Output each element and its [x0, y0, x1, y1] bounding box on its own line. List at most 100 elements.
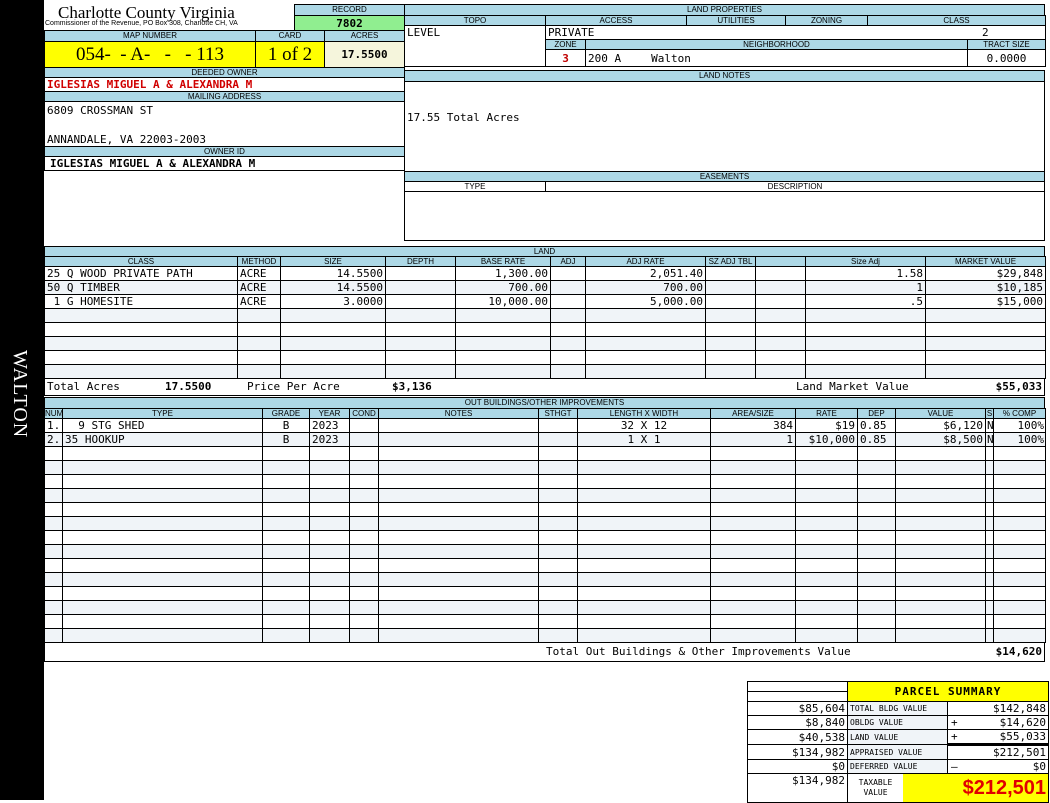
outbuilding-cell: 2023 [309, 432, 350, 447]
summary-row: $40,538 LAND VALUE + $55,033 [747, 729, 1049, 745]
outbuilding-cell [62, 544, 263, 559]
outbuilding-cell [795, 614, 858, 629]
land-cell [705, 322, 756, 337]
outbuilding-cell [895, 516, 986, 531]
address-line-2: ANNANDALE, VA 22003-2003 [47, 133, 206, 146]
total-acres-label: Total Acres [47, 380, 120, 393]
land-cell [44, 336, 238, 351]
outbuilding-col-header: YEAR [309, 408, 350, 419]
outbuilding-cell [993, 460, 1046, 475]
land-cell [705, 266, 756, 281]
land-cell: 700.00 [455, 280, 551, 295]
land-cell: $10,185 [925, 280, 1046, 295]
land-cell [385, 336, 456, 351]
summary-amount: $142,848 [993, 702, 1046, 715]
outbuilding-col-header: GRADE [262, 408, 310, 419]
land-col-header: SZ ADJ TBL [705, 256, 756, 267]
deeded-owner: IGLESIAS MIGUEL A & ALEXANDRA M [44, 77, 405, 92]
land-totals-row: Total Acres 17.5500 Price Per Acre $3,13… [44, 378, 1045, 396]
land-cell [280, 336, 386, 351]
outbuilding-cell [349, 558, 379, 573]
outbuilding-cell [985, 530, 994, 545]
land-cell: 3.0000 [280, 294, 386, 309]
outbuilding-cell [577, 516, 711, 531]
land-col-header: ADJ RATE [585, 256, 706, 267]
land-cell [44, 364, 238, 379]
outbuilding-cell [710, 628, 796, 643]
outbuilding-cell [985, 628, 994, 643]
land-cell [550, 322, 586, 337]
outbuilding-cell [795, 544, 858, 559]
prior-value: $134,982 [747, 744, 848, 760]
outbuilding-cell [795, 572, 858, 587]
outbuilding-cell [309, 502, 350, 517]
outbuilding-cell [538, 572, 578, 587]
outbuilding-cell [985, 460, 994, 475]
topo-label: TOPO [404, 15, 546, 26]
outbuilding-cell [993, 530, 1046, 545]
outbuilding-cell [262, 614, 310, 629]
land-cell [585, 322, 706, 337]
land-cell [550, 280, 586, 295]
land-cell [44, 350, 238, 365]
outbuilding-cell [895, 600, 986, 615]
land-cell [237, 308, 281, 323]
summary-value: + $55,033 [947, 729, 1049, 745]
outbuilding-row [44, 628, 1046, 643]
land-cell [705, 364, 756, 379]
outbuilding-cell [795, 488, 858, 503]
zone-label: ZONE [545, 39, 586, 50]
outbuilding-col-header: LENGTH X WIDTH [577, 408, 711, 419]
outbuilding-cell: B [262, 418, 310, 433]
outbuilding-cell [262, 530, 310, 545]
land-row [44, 308, 1046, 323]
land-cell [455, 322, 551, 337]
outbuilding-cell [62, 516, 263, 531]
outbuilding-cell [378, 586, 539, 601]
outbuilding-cell [262, 502, 310, 517]
outbuilding-cell: 2. [44, 432, 63, 447]
outbuilding-cell [538, 418, 578, 433]
outbuilding-cell [895, 446, 986, 461]
outbuilding-cell [44, 544, 63, 559]
outbuilding-cell [62, 446, 263, 461]
land-row [44, 322, 1046, 337]
land-cell [585, 308, 706, 323]
outbuilding-cell [262, 446, 310, 461]
land-cell: 5,000.00 [585, 294, 706, 309]
outbuilding-cell: 1 X 1 [577, 432, 711, 447]
outbuilding-cell [309, 600, 350, 615]
outbuilding-cell [62, 558, 263, 573]
prior-value: $85,604 [747, 701, 848, 716]
outbuilding-cell [309, 572, 350, 587]
card-number[interactable]: 1 of 2 [255, 41, 325, 68]
outbuilding-cell [378, 600, 539, 615]
map-number: 054- - A- - - 113 [44, 41, 256, 68]
summary-label: LAND VALUE [847, 729, 948, 745]
summary-label: APPRAISED VALUE [847, 744, 948, 760]
outbuilding-cell [378, 628, 539, 643]
outbuilding-row [44, 502, 1046, 517]
outbuilding-cell: $8,500 [895, 432, 986, 447]
outbuilding-col-header: TYPE [62, 408, 263, 419]
outbuilding-col-header: RATE [795, 408, 858, 419]
outbuilding-cell [44, 502, 63, 517]
mailing-address: 6809 CROSSMAN ST ANNANDALE, VA 22003-2003 [44, 101, 405, 147]
outbuilding-cell [62, 502, 263, 517]
outbuilding-cell [44, 516, 63, 531]
outbuilding-col-header: % COMP [993, 408, 1046, 419]
outbuilding-cell [710, 558, 796, 573]
summary-value: $142,848 [947, 701, 1049, 716]
summary-value: + $14,620 [947, 715, 1049, 730]
outbuilding-cell: 32 X 12 [577, 418, 711, 433]
summary-amount: $212,501 [993, 746, 1046, 759]
outbuilding-col-header: S [985, 408, 994, 419]
outbuilding-cell [309, 530, 350, 545]
land-cell [455, 364, 551, 379]
outbuilding-cell [262, 600, 310, 615]
outbuilding-cell [710, 516, 796, 531]
outbuilding-cell [795, 474, 858, 489]
outbuilding-cell [985, 446, 994, 461]
outbuilding-cell [795, 558, 858, 573]
land-cell: $29,848 [925, 266, 1046, 281]
